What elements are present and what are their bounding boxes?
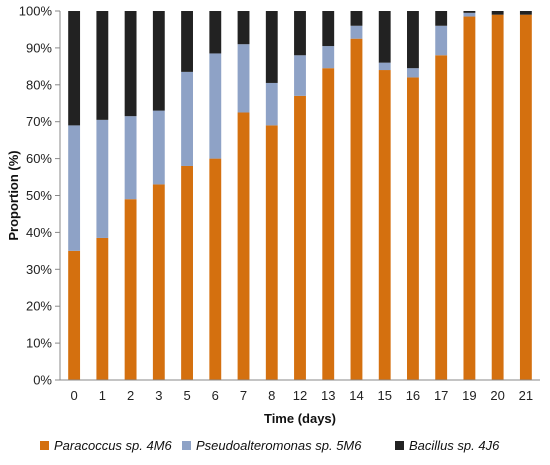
bar-segment-series-2-day-5	[181, 11, 193, 72]
x-tick-label: 6	[212, 388, 219, 403]
bar-segment-series-0-day-0	[68, 250, 81, 380]
bar-segment-series-0-day-20	[491, 14, 504, 380]
bar-segment-series-0-day-15	[378, 70, 391, 380]
y-tick-label: 10%	[26, 336, 52, 351]
legend-swatch-1	[182, 441, 191, 450]
x-tick-label: 1	[99, 388, 106, 403]
x-tick-label: 19	[462, 388, 476, 403]
x-tick-label: 20	[490, 388, 504, 403]
bar-segment-series-1-day-2	[124, 116, 137, 200]
y-tick-label: 20%	[26, 299, 52, 314]
x-tick-label: 3	[155, 388, 162, 403]
bar-segment-series-0-day-1	[96, 237, 109, 380]
y-tick-label: 30%	[26, 262, 52, 277]
bar-segment-series-0-day-2	[124, 199, 137, 380]
legend-swatch-0	[40, 441, 49, 450]
bar-segment-series-0-day-21	[519, 14, 532, 380]
legend-label-2: Bacillus sp. 4J6	[409, 438, 500, 453]
legend-swatch-2	[395, 441, 404, 450]
bar-segment-series-2-day-21	[519, 11, 532, 15]
bar-segment-series-1-day-6	[209, 53, 222, 159]
x-tick-label: 7	[240, 388, 247, 403]
bar-segment-series-2-day-17	[435, 11, 448, 26]
bar-segment-series-1-day-1	[96, 119, 109, 238]
bar-segment-series-1-day-3	[152, 110, 165, 185]
bar-segment-series-1-day-8	[265, 82, 278, 126]
bar-segment-series-0-day-13	[322, 68, 335, 380]
ticks-layer: 0%10%20%30%40%50%60%70%80%90%100%0 1 2 3 5 6 7…	[19, 4, 533, 404]
x-tick-label: 15	[377, 388, 391, 403]
bar-segment-series-1-day-7	[237, 44, 250, 113]
y-tick-label: 40%	[26, 225, 52, 240]
bar-segment-series-2-day-15	[378, 11, 391, 63]
y-tick-label: 80%	[26, 77, 52, 92]
bar-segment-series-2-day-16	[407, 11, 419, 69]
x-tick-label: 0	[71, 388, 78, 403]
legend-label-0: Paracoccus sp. 4M6	[54, 438, 173, 453]
bar-segment-series-0-day-12	[294, 95, 306, 381]
bar-segment-series-2-day-20	[491, 11, 504, 15]
bar-segment-series-2-day-0	[68, 11, 81, 126]
bar-segment-series-0-day-17	[435, 55, 448, 380]
bar-segment-series-2-day-6	[209, 11, 222, 54]
bar-segment-series-2-day-19	[463, 11, 476, 13]
bar-segment-series-1-day-13	[322, 46, 335, 69]
x-tick-label: 21	[519, 388, 533, 403]
bar-segment-series-0-day-19	[463, 16, 476, 380]
bar-segment-series-2-day-2	[124, 11, 137, 117]
y-tick-label: 60%	[26, 151, 52, 166]
x-tick-label: 8	[268, 388, 275, 403]
bar-segment-series-0-day-7	[237, 112, 250, 380]
bar-segment-series-1-day-12	[294, 55, 306, 96]
y-axis-title: Proportion (%)	[6, 150, 21, 240]
x-tick-label: 17	[434, 388, 448, 403]
bar-segment-series-1-day-0	[68, 125, 81, 251]
bar-segment-series-1-day-19	[463, 12, 476, 17]
y-tick-label: 100%	[19, 4, 53, 19]
y-tick-label: 50%	[26, 188, 52, 203]
bar-segment-series-0-day-8	[265, 125, 278, 380]
bar-segment-series-2-day-1	[96, 11, 109, 120]
bar-segment-series-0-day-5	[181, 165, 193, 380]
bar-segment-series-2-day-8	[265, 11, 278, 83]
bar-segment-series-2-day-12	[294, 11, 306, 56]
bar-segment-series-1-day-15	[378, 62, 391, 71]
bar-segment-series-2-day-13	[322, 11, 335, 47]
y-tick-label: 70%	[26, 114, 52, 129]
bar-segment-series-0-day-16	[407, 77, 419, 381]
legend: Paracoccus sp. 4M6 Pseudoalteromonas sp. …	[40, 438, 500, 453]
bar-segment-series-0-day-3	[152, 184, 165, 380]
x-tick-label: 2	[127, 388, 134, 403]
bar-segment-series-0-day-6	[209, 158, 222, 380]
y-tick-label: 0%	[33, 373, 52, 388]
x-axis-title: Time (days)	[264, 411, 336, 426]
bar-segment-series-2-day-7	[237, 11, 250, 45]
bar-segment-series-1-day-14	[350, 25, 363, 39]
y-tick-label: 90%	[26, 40, 52, 55]
bar-segment-series-2-day-14	[350, 11, 363, 26]
x-tick-label: 14	[349, 388, 363, 403]
x-tick-label: 12	[293, 388, 307, 403]
bar-segment-series-1-day-17	[435, 25, 448, 56]
x-tick-label: 16	[406, 388, 420, 403]
bar-segment-series-2-day-3	[152, 11, 165, 111]
bars-layer	[68, 11, 532, 381]
x-tick-label: 13	[321, 388, 335, 403]
legend-label-1: Pseudoalteromonas sp. 5M6	[196, 438, 362, 453]
x-tick-label: 5	[183, 388, 190, 403]
bar-segment-series-1-day-16	[407, 68, 419, 78]
bar-segment-series-0-day-14	[350, 38, 363, 381]
bar-segment-series-1-day-5	[181, 71, 193, 166]
